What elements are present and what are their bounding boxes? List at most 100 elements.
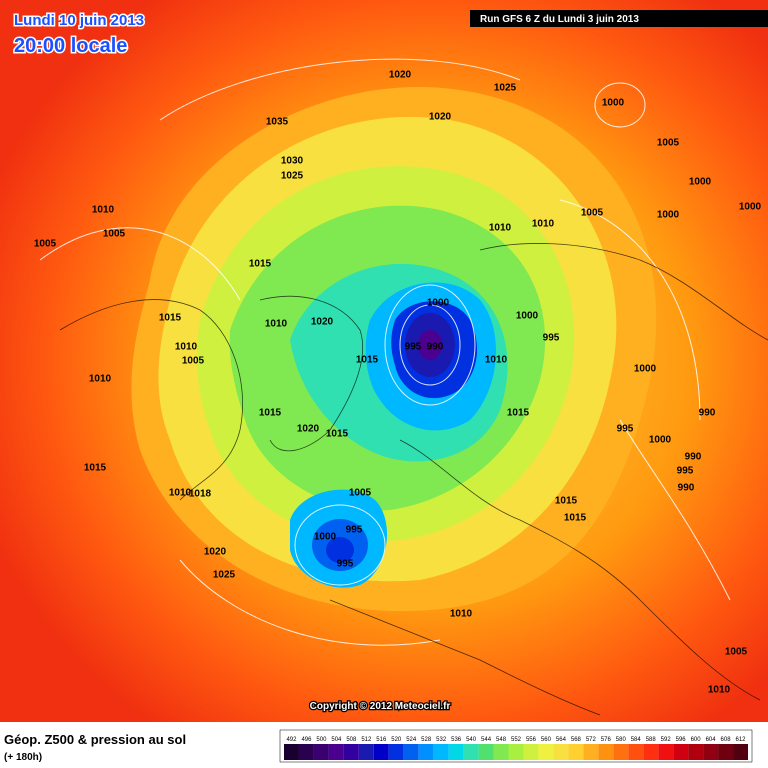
isobar-label: 995 bbox=[543, 333, 560, 344]
scale-label: 552 bbox=[511, 737, 522, 743]
isobar-label: 1015 bbox=[84, 463, 107, 474]
isobar-label: 1015 bbox=[159, 313, 182, 324]
scale-label: 588 bbox=[646, 737, 657, 743]
scale-label: 568 bbox=[571, 737, 582, 743]
isobar-label: 1000 bbox=[739, 202, 762, 213]
isobar-label: 1000 bbox=[516, 311, 539, 322]
isobar-label: 1010 bbox=[169, 488, 192, 499]
isobar-label: 1015 bbox=[249, 259, 272, 270]
isobar-label: 1020 bbox=[389, 70, 412, 81]
scale-label: 572 bbox=[586, 737, 597, 743]
isobar-label: 1030 bbox=[281, 156, 304, 167]
isobar-label: 1010 bbox=[708, 685, 731, 696]
scale-label: 584 bbox=[631, 737, 642, 743]
isobar-label: 1025 bbox=[213, 570, 236, 581]
date: Lundi 10 juin 2013 bbox=[14, 12, 144, 29]
scale-swatch bbox=[478, 744, 494, 760]
run-box bbox=[470, 10, 768, 27]
scale-swatch bbox=[718, 744, 734, 760]
isobar-label: 1020 bbox=[429, 112, 452, 123]
time: 20:00 locale bbox=[14, 35, 127, 57]
isobar-label: 1005 bbox=[34, 239, 57, 250]
isobar-label: 1000 bbox=[657, 210, 680, 221]
scale-label: 564 bbox=[556, 737, 567, 743]
scale-label: 576 bbox=[601, 737, 612, 743]
isobar-label: 995 bbox=[346, 525, 363, 536]
isobar-label: 990 bbox=[699, 408, 716, 419]
isobar-label: 1010 bbox=[485, 355, 508, 366]
scale-swatch bbox=[628, 744, 644, 760]
scale-label: 580 bbox=[616, 737, 627, 743]
scale-swatch bbox=[538, 744, 554, 760]
scale-swatch bbox=[343, 744, 359, 760]
scale-label: 596 bbox=[676, 737, 687, 743]
footer: Géop. Z500 & pression au sol (+ 180h) 49… bbox=[0, 722, 768, 768]
isobar-label: 1010 bbox=[265, 319, 288, 330]
header: Lundi 10 juin 2013 20:00 locale Run GFS … bbox=[13, 10, 768, 59]
isobar-label: 1005 bbox=[349, 488, 372, 499]
scale-label: 544 bbox=[481, 737, 492, 743]
scale-label: 532 bbox=[436, 737, 447, 743]
scale-label: 612 bbox=[736, 737, 747, 743]
scale-swatch bbox=[568, 744, 584, 760]
scale-swatch bbox=[313, 744, 329, 760]
scale-label: 504 bbox=[331, 737, 342, 743]
isobar-label: 1000 bbox=[602, 98, 625, 109]
scale-label: 496 bbox=[301, 737, 312, 743]
scale-swatch bbox=[523, 744, 539, 760]
isobar-label: 1015 bbox=[356, 355, 379, 366]
isobar-label: 1010 bbox=[175, 342, 198, 353]
scale-swatch bbox=[403, 744, 419, 760]
scale-swatch bbox=[508, 744, 524, 760]
isobar-label: 1000 bbox=[427, 298, 450, 309]
color-scale: 492 496 500 504 508 512 516 520 524 528 532 536 540 5… bbox=[284, 737, 748, 760]
isobar-label: 1000 bbox=[649, 435, 672, 446]
scale-label: 500 bbox=[316, 737, 327, 743]
isobar-label: 1010 bbox=[89, 374, 112, 385]
scale-swatch bbox=[493, 744, 509, 760]
isobar-label: 1020 bbox=[204, 547, 227, 558]
isobar-label: 1010 bbox=[92, 205, 115, 216]
scale-label: 524 bbox=[406, 737, 417, 743]
run-info: Run GFS 6 Z du Lundi 3 juin 2013 bbox=[480, 14, 639, 25]
scale-swatch bbox=[643, 744, 659, 760]
scale-swatch bbox=[358, 744, 374, 760]
scale-label: 604 bbox=[706, 737, 717, 743]
scale-swatch bbox=[448, 744, 464, 760]
scale-swatch bbox=[373, 744, 389, 760]
isobar-label: 1000 bbox=[634, 364, 657, 375]
scale-label: 492 bbox=[286, 737, 297, 743]
copyright: Copyright © 2012 Meteociel.fr bbox=[310, 701, 451, 712]
scale-swatch bbox=[433, 744, 449, 760]
isobar-label: 1010 bbox=[532, 219, 555, 230]
isobar-label: 1020 bbox=[311, 317, 334, 328]
isobar-label: 995 bbox=[337, 559, 354, 570]
scale-swatch bbox=[598, 744, 614, 760]
isobar-label: 990 bbox=[685, 452, 702, 463]
isobar-label: 995 bbox=[405, 342, 422, 353]
scale-label: 592 bbox=[661, 737, 672, 743]
isobar-label: 1005 bbox=[581, 208, 604, 219]
scale-label: 540 bbox=[466, 737, 477, 743]
scale-swatch bbox=[703, 744, 719, 760]
footer-lead: (+ 180h) bbox=[4, 752, 42, 763]
scale-label: 608 bbox=[721, 737, 732, 743]
isobar-label: 1005 bbox=[182, 356, 205, 367]
isobar-label: 1015 bbox=[555, 496, 578, 507]
isobar-label: 1005 bbox=[725, 647, 748, 658]
isobar-label: 1020 bbox=[297, 424, 320, 435]
scale-label: 516 bbox=[376, 737, 387, 743]
isobar-label: 995 bbox=[617, 424, 634, 435]
scale-label: 520 bbox=[391, 737, 402, 743]
scale-label: 560 bbox=[541, 737, 552, 743]
scale-swatch bbox=[673, 744, 689, 760]
scale-swatch bbox=[553, 744, 569, 760]
isobar-label: 1015 bbox=[507, 408, 530, 419]
scale-swatch bbox=[658, 744, 674, 760]
scale-swatch bbox=[688, 744, 704, 760]
scale-label: 600 bbox=[691, 737, 702, 743]
scale-swatch bbox=[328, 744, 344, 760]
isobar-label: 990 bbox=[427, 342, 444, 353]
isobar-label: 1010 bbox=[489, 223, 512, 234]
